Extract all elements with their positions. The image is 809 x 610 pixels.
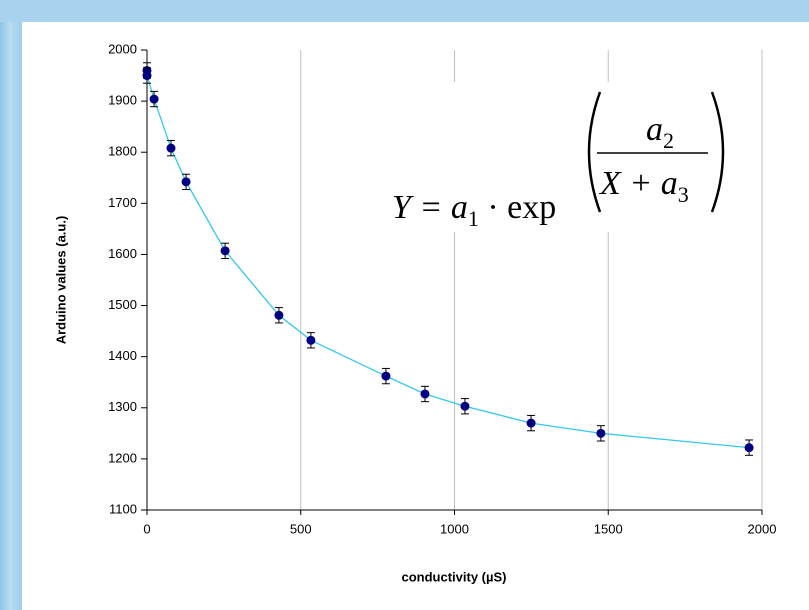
formula-a1: a [451,189,468,226]
y-tick-label: 1600 [108,246,137,261]
point [381,371,391,381]
x-tick-label: 2000 [748,521,777,536]
y-tick-label: 1100 [109,501,137,516]
y-tick-label: 1500 [108,297,137,312]
paren-left [587,91,602,213]
formula-bg [385,82,735,232]
formula-num: a2 [646,111,674,153]
fit-line [146,70,750,449]
point [306,335,316,345]
point [142,71,152,81]
formula-den-x: X + a [598,165,678,202]
point [274,310,284,320]
y-tick-label: 1300 [108,399,137,414]
formula-a2-sub: 2 [663,128,674,153]
formula-exp: · exp [479,189,556,226]
formula-lhs: Y = a1 · exp [392,189,556,231]
point [220,246,230,256]
point [526,418,536,428]
x-tick-label: 1000 [440,521,469,536]
y-tick-label: 1200 [108,450,137,465]
y-tick-label: 1900 [108,93,137,108]
formula-y: Y = [392,189,451,226]
formula-den: X + a3 [598,165,689,207]
formula-a3-sub: 3 [678,182,689,207]
point [596,428,606,438]
x-tick-label: 0 [143,521,150,536]
point [181,177,191,187]
point [420,389,430,399]
point [744,443,754,453]
y-tick-label: 1400 [108,348,137,363]
y-tick-label: 2000 [108,41,137,56]
top-strip [0,0,809,22]
x-tick-label: 500 [290,521,312,536]
y-tick-label: 1800 [108,144,137,159]
point [149,94,159,104]
y-tick-label: 1700 [108,195,137,210]
formula-a1-sub: 1 [468,206,479,231]
formula-a2: a [646,111,663,148]
x-tick-label: 1500 [594,521,623,536]
formula: Y = a1 · exp a2 X + a3 [385,82,735,232]
paren-right [710,91,725,213]
y-axis-title: Arduino values (a.u.) [53,216,68,345]
point [460,401,470,411]
x-axis-title: conductivity (µS) [402,569,507,584]
point [166,143,176,153]
